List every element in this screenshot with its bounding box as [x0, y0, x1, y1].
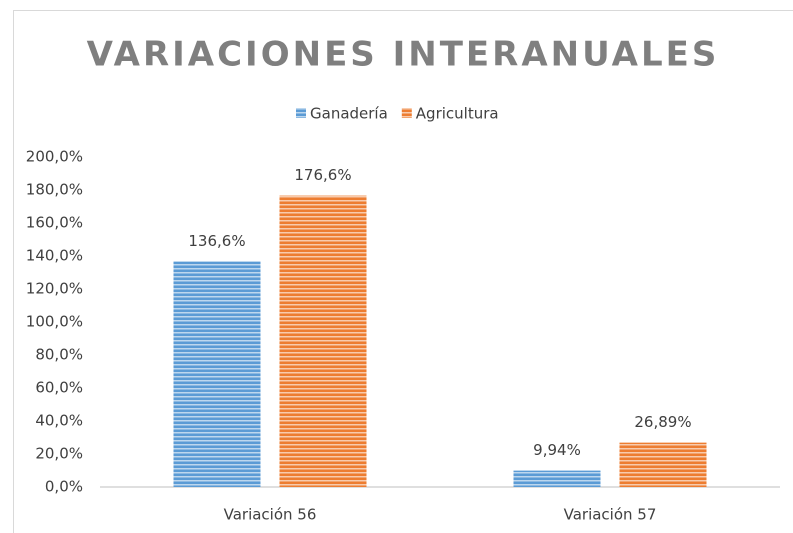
- y-tick-label: 80,0%: [35, 346, 83, 364]
- y-tick-label: 40,0%: [35, 412, 83, 430]
- y-tick-label: 60,0%: [35, 379, 83, 397]
- y-tick-label: 160,0%: [26, 214, 83, 232]
- legend-swatch: [401, 108, 412, 118]
- bar: [619, 442, 707, 487]
- bar: [279, 195, 367, 488]
- x-tick-label: Variación 57: [564, 506, 657, 524]
- data-label: 9,94%: [533, 441, 581, 459]
- y-tick-label: 100,0%: [26, 313, 83, 331]
- legend-label: Ganadería: [310, 105, 388, 123]
- data-label: 136,6%: [188, 232, 245, 250]
- legend-swatch: [296, 108, 306, 118]
- bar: [173, 261, 261, 487]
- y-tick-label: 200,0%: [26, 148, 83, 166]
- chart-title: VARIACIONES INTERANUALES: [87, 35, 720, 75]
- y-tick-label: 140,0%: [26, 247, 83, 265]
- bar: [513, 470, 601, 487]
- x-tick-label: Variación 56: [224, 506, 317, 524]
- y-tick-label: 180,0%: [26, 181, 83, 199]
- y-tick-label: 0,0%: [45, 478, 83, 496]
- data-label: 176,6%: [294, 166, 351, 184]
- data-label: 26,89%: [634, 413, 691, 431]
- y-tick-label: 120,0%: [26, 280, 83, 298]
- y-tick-label: 20,0%: [35, 445, 83, 463]
- legend-label: Agricultura: [416, 105, 499, 123]
